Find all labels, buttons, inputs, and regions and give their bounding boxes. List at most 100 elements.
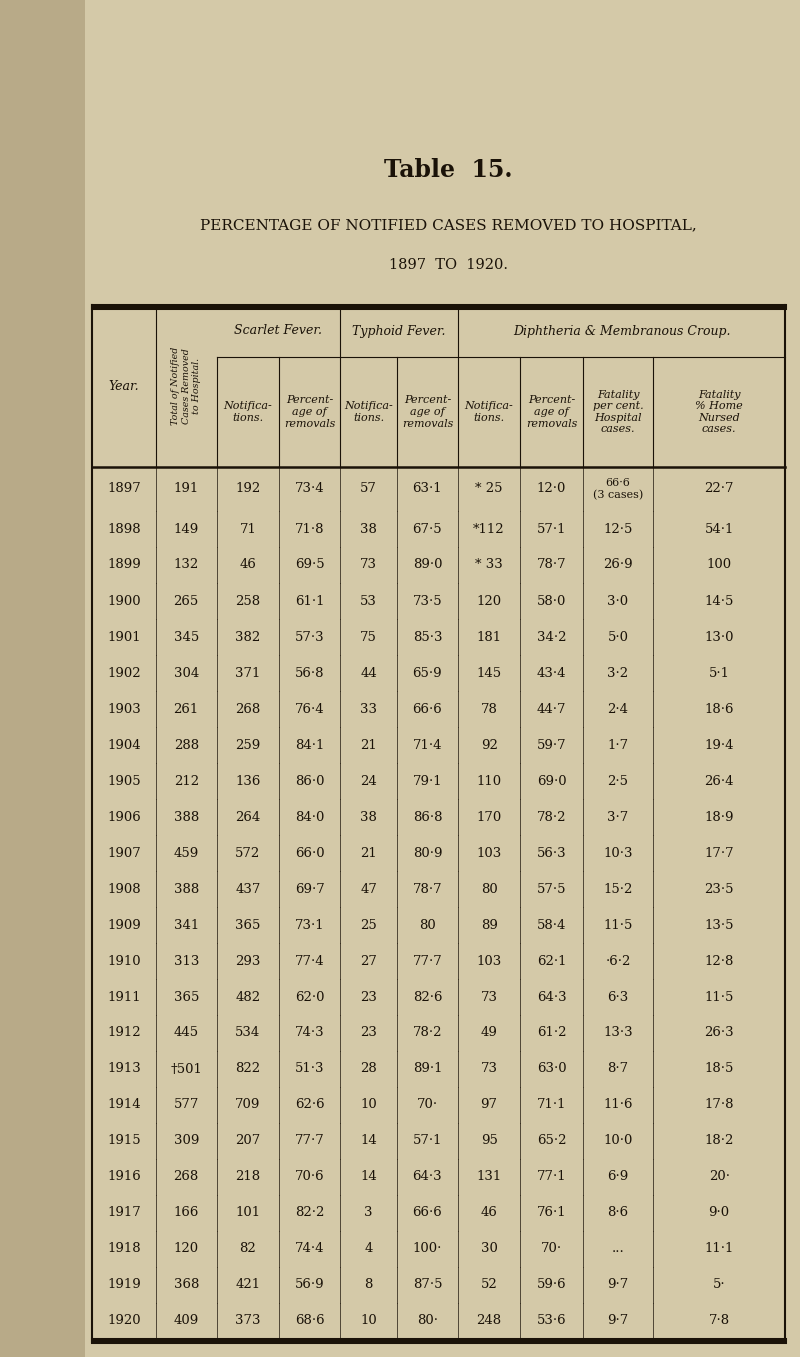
Text: 24: 24 (360, 775, 377, 787)
Text: 1916: 1916 (107, 1171, 141, 1183)
Text: 19·4: 19·4 (705, 738, 734, 752)
Text: 100·: 100· (413, 1243, 442, 1255)
Text: 58·4: 58·4 (537, 919, 566, 931)
Text: Notifica-
tions.: Notifica- tions. (223, 402, 272, 423)
Text: 170: 170 (477, 810, 502, 824)
Text: 77·7: 77·7 (413, 954, 442, 968)
Text: 1913: 1913 (107, 1063, 141, 1076)
Text: 17·7: 17·7 (704, 847, 734, 859)
Text: 73·5: 73·5 (413, 594, 442, 608)
Text: 288: 288 (174, 738, 199, 752)
Text: 68·6: 68·6 (294, 1315, 325, 1327)
Text: 388: 388 (174, 882, 199, 896)
Text: 69·0: 69·0 (537, 775, 566, 787)
Text: 12·5: 12·5 (603, 522, 633, 536)
Text: 1909: 1909 (107, 919, 141, 931)
Text: 80·: 80· (417, 1315, 438, 1327)
Text: 264: 264 (235, 810, 261, 824)
Bar (0, 0, 85, 1357)
Text: 12·0: 12·0 (537, 483, 566, 495)
Text: 1917: 1917 (107, 1206, 141, 1220)
Text: 2·5: 2·5 (607, 775, 629, 787)
Text: 1914: 1914 (107, 1099, 141, 1111)
Text: 26·9: 26·9 (603, 559, 633, 571)
Text: 3·2: 3·2 (607, 666, 629, 680)
Text: 7·8: 7·8 (709, 1315, 730, 1327)
Text: 120: 120 (477, 594, 502, 608)
Text: 149: 149 (174, 522, 199, 536)
Text: 21: 21 (360, 738, 377, 752)
Text: 6·9: 6·9 (607, 1171, 629, 1183)
Text: 97: 97 (481, 1099, 498, 1111)
Text: 38: 38 (360, 522, 377, 536)
Text: ...: ... (612, 1243, 624, 1255)
Text: 22·7: 22·7 (705, 483, 734, 495)
Text: 3·7: 3·7 (607, 810, 629, 824)
Text: 1903: 1903 (107, 703, 141, 715)
Text: 66·0: 66·0 (294, 847, 325, 859)
Text: 534: 534 (235, 1026, 261, 1039)
Text: 18·9: 18·9 (705, 810, 734, 824)
Text: 62·1: 62·1 (537, 954, 566, 968)
Text: Diphtheria & Membranous Croup.: Diphtheria & Membranous Croup. (513, 324, 730, 338)
Text: 9·0: 9·0 (709, 1206, 730, 1220)
Text: 71·4: 71·4 (413, 738, 442, 752)
Text: 69·7: 69·7 (294, 882, 325, 896)
Text: 14: 14 (360, 1171, 377, 1183)
Text: 459: 459 (174, 847, 199, 859)
Text: 73: 73 (360, 559, 377, 571)
Text: 57·1: 57·1 (413, 1134, 442, 1148)
Text: 5·1: 5·1 (709, 666, 730, 680)
Text: 73: 73 (481, 1063, 498, 1076)
Text: 4: 4 (364, 1243, 373, 1255)
Text: 79·1: 79·1 (413, 775, 442, 787)
Text: 66·6: 66·6 (413, 1206, 442, 1220)
Text: 20·: 20· (709, 1171, 730, 1183)
Text: 2·4: 2·4 (607, 703, 629, 715)
Text: 313: 313 (174, 954, 199, 968)
Text: 77·4: 77·4 (294, 954, 325, 968)
Text: 57·3: 57·3 (294, 631, 325, 643)
Text: Total of Notified
Cases Removed
to Hospital.: Total of Notified Cases Removed to Hospi… (171, 347, 201, 425)
Text: 1900: 1900 (107, 594, 141, 608)
Text: 218: 218 (235, 1171, 261, 1183)
Text: 261: 261 (174, 703, 199, 715)
Text: 9·7: 9·7 (607, 1278, 629, 1292)
Text: 77·1: 77·1 (537, 1171, 566, 1183)
Bar (85, 0, 800, 1357)
Text: 75: 75 (360, 631, 377, 643)
Text: 70·: 70· (541, 1243, 562, 1255)
Text: 265: 265 (174, 594, 199, 608)
Text: 3: 3 (364, 1206, 373, 1220)
Text: * 25: * 25 (475, 483, 503, 495)
Text: 46: 46 (481, 1206, 498, 1220)
Text: *112: *112 (474, 522, 505, 536)
Text: 365: 365 (235, 919, 261, 931)
Text: 11·5: 11·5 (603, 919, 633, 931)
Text: 17·8: 17·8 (705, 1099, 734, 1111)
Text: 5·0: 5·0 (607, 631, 629, 643)
Text: 1901: 1901 (107, 631, 141, 643)
Text: 10·3: 10·3 (603, 847, 633, 859)
Text: 95: 95 (481, 1134, 498, 1148)
Text: 87·5: 87·5 (413, 1278, 442, 1292)
Text: 78·7: 78·7 (413, 882, 442, 896)
Text: 57·1: 57·1 (537, 522, 566, 536)
Text: 345: 345 (174, 631, 199, 643)
Text: 92: 92 (481, 738, 498, 752)
Text: 57·5: 57·5 (537, 882, 566, 896)
Text: 365: 365 (174, 991, 199, 1003)
Text: 84·0: 84·0 (295, 810, 324, 824)
Text: 1897: 1897 (107, 483, 141, 495)
Text: 59·7: 59·7 (537, 738, 566, 752)
Text: 78·2: 78·2 (413, 1026, 442, 1039)
Text: 8·6: 8·6 (607, 1206, 629, 1220)
Text: Percent-
age of
removals: Percent- age of removals (526, 395, 577, 429)
Text: 43·4: 43·4 (537, 666, 566, 680)
Text: 572: 572 (235, 847, 261, 859)
Text: 409: 409 (174, 1315, 199, 1327)
Text: 18·5: 18·5 (705, 1063, 734, 1076)
Text: 30: 30 (481, 1243, 498, 1255)
Text: 70·6: 70·6 (294, 1171, 325, 1183)
Text: 13·5: 13·5 (705, 919, 734, 931)
